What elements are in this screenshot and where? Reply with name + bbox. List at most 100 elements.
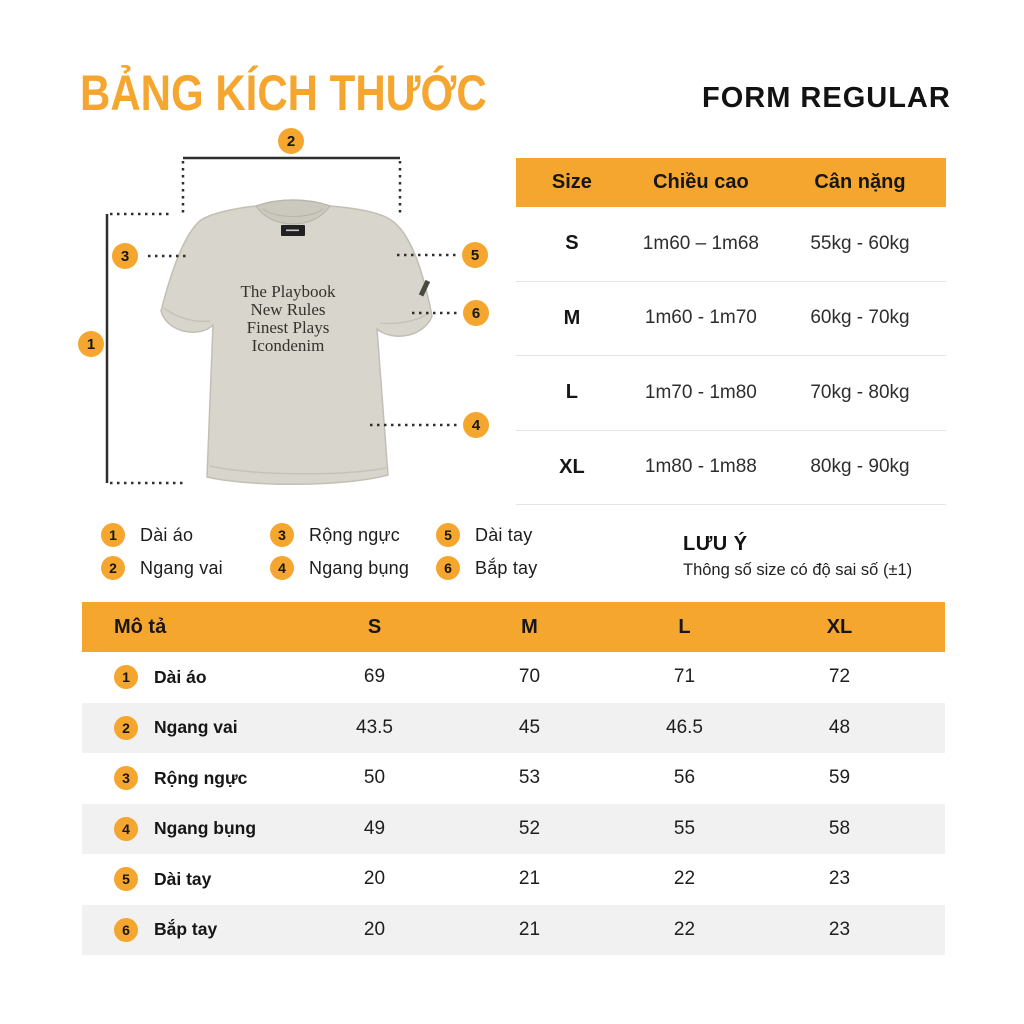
legend-label: Ngang bụng <box>309 557 410 578</box>
value-xl: 23 <box>828 868 851 890</box>
header-xl: XL <box>826 615 853 638</box>
shirt-print-line-4: Icondenim <box>252 336 325 355</box>
weight-cell: 70kg - 80kg <box>810 381 910 403</box>
size-table-header-height: Chiều cao <box>653 171 749 193</box>
value-m: 45 <box>518 716 541 738</box>
marker-5-dai-tay: 5 <box>462 242 488 268</box>
legend-label: Rộng ngực <box>309 524 400 545</box>
legend-num-3: 3 <box>270 523 294 547</box>
row-num-badge: 2 <box>114 715 138 740</box>
size-cell: L <box>565 381 578 404</box>
table-row-dai-tay: 5 Dài tay 20 21 22 23 <box>82 854 945 905</box>
legend-label: Bắp tay <box>475 557 538 578</box>
size-table-row-l: L 1m70 - 1m80 70kg - 80kg <box>516 356 946 431</box>
row-label-cell: 2 Ngang vai <box>82 715 297 740</box>
value-l: 55 <box>673 817 696 839</box>
size-table-row-xl: XL 1m80 - 1m88 80kg - 90kg <box>516 430 946 505</box>
hem-seam <box>209 465 387 475</box>
size-table-header-size: Size <box>551 171 592 193</box>
value-xl: 23 <box>828 918 851 940</box>
legend-label: Ngang vai <box>140 557 223 578</box>
legend-num-5: 5 <box>436 523 460 547</box>
size-reference-table: Size Chiều cao Cân nặng S 1m60 – 1m68 55… <box>516 158 946 505</box>
value-l: 22 <box>673 868 696 890</box>
value-m: 52 <box>518 817 541 839</box>
row-num-badge: 4 <box>114 816 138 841</box>
note-block: LƯU Ý Thông số size có độ sai số (±1) <box>683 533 912 580</box>
header-mo-ta: Mô tả <box>114 615 167 638</box>
legend-item-rong-nguc: 3 Rộng ngực <box>270 523 409 547</box>
sleeve-seam-right <box>379 312 430 325</box>
size-cell: S <box>565 232 579 255</box>
row-label: Dài tay <box>154 868 212 889</box>
legend-num-4: 4 <box>270 556 294 580</box>
tshirt-measurement-diagram: The Playbook New Rules Finest Plays Icon… <box>60 125 500 515</box>
legend-column-3: 5 Dài tay 6 Bắp tay <box>436 523 537 589</box>
weight-cell: 55kg - 60kg <box>810 232 910 254</box>
height-cell: 1m60 – 1m68 <box>642 232 759 254</box>
value-s: 69 <box>363 666 386 688</box>
table-row-ngang-bung: 4 Ngang bụng 49 52 55 58 <box>82 803 945 854</box>
marker-6-bap-tay: 6 <box>463 300 489 326</box>
row-label: Ngang vai <box>154 717 238 738</box>
collar-inner-line <box>262 208 324 217</box>
value-s: 20 <box>363 918 386 940</box>
legend-column-2: 3 Rộng ngực 4 Ngang bụng <box>270 523 409 589</box>
page-title: BẢNG KÍCH THƯỚC <box>80 65 487 121</box>
legend-num-1: 1 <box>101 523 125 547</box>
value-l: 56 <box>673 767 696 789</box>
header-l: L <box>678 615 691 638</box>
measurement-table: Mô tả S M L XL 1 Dài áo 69 70 71 72 2 Ng… <box>82 602 945 955</box>
sleeve-logo-mark <box>418 279 431 297</box>
note-text: Thông số size có độ sai số (±1) <box>683 561 913 579</box>
value-xl: 72 <box>828 666 851 688</box>
legend-item-bap-tay: 6 Bắp tay <box>436 556 537 580</box>
row-label-cell: 3 Rộng ngực <box>82 766 297 791</box>
row-label: Ngang bụng <box>154 818 257 839</box>
tshirt-graphic: The Playbook New Rules Finest Plays Icon… <box>105 156 461 485</box>
weight-cell: 80kg - 90kg <box>810 456 910 478</box>
value-l: 71 <box>673 666 696 688</box>
marker-2-ngang-vai: 2 <box>278 128 304 154</box>
row-label-cell: 4 Ngang bụng <box>82 816 297 841</box>
size-cell: XL <box>559 455 585 478</box>
legend-item-ngang-vai: 2 Ngang vai <box>101 556 223 580</box>
neck-label-text-mark <box>286 229 299 232</box>
legend-label: Dài áo <box>140 524 194 545</box>
header-s: S <box>367 615 382 638</box>
sleeve-seam-left <box>163 307 211 323</box>
row-label-cell: 1 Dài áo <box>82 665 297 690</box>
marker-1-dai-ao: 1 <box>78 331 104 357</box>
height-cell: 1m70 - 1m80 <box>644 381 757 403</box>
value-s: 49 <box>363 817 386 839</box>
tshirt-body <box>160 199 433 485</box>
value-m: 53 <box>518 767 541 789</box>
height-cell: 1m60 - 1m70 <box>644 307 757 329</box>
legend-item-dai-ao: 1 Dài áo <box>101 523 223 547</box>
size-cell: M <box>563 306 581 329</box>
legend-label: Dài tay <box>475 524 533 545</box>
form-label: FORM REGULAR <box>702 82 951 114</box>
shirt-print-line-2: New Rules <box>250 300 325 319</box>
row-num-badge: 1 <box>114 665 138 690</box>
value-m: 21 <box>518 918 541 940</box>
shirt-print-line-1: The Playbook <box>241 282 336 301</box>
size-table-header-weight: Cân nặng <box>814 171 906 193</box>
legend-num-2: 2 <box>101 556 125 580</box>
value-l: 22 <box>673 918 696 940</box>
value-m: 21 <box>518 868 541 890</box>
legend-item-ngang-bung: 4 Ngang bụng <box>270 556 409 580</box>
value-l: 46.5 <box>666 716 703 738</box>
row-num-badge: 3 <box>114 766 138 791</box>
value-xl: 48 <box>828 716 851 738</box>
value-m: 70 <box>518 666 541 688</box>
value-s: 50 <box>363 767 386 789</box>
height-cell: 1m80 - 1m88 <box>644 456 757 478</box>
row-num-badge: 6 <box>114 917 138 942</box>
row-label: Rộng ngực <box>154 767 248 788</box>
legend-num-6: 6 <box>436 556 460 580</box>
shirt-print-line-3: Finest Plays <box>247 318 330 337</box>
size-table-row-m: M 1m60 - 1m70 60kg - 70kg <box>516 281 946 356</box>
size-table-row-s: S 1m60 – 1m68 55kg - 60kg <box>516 207 946 282</box>
legend-item-dai-tay: 5 Dài tay <box>436 523 537 547</box>
